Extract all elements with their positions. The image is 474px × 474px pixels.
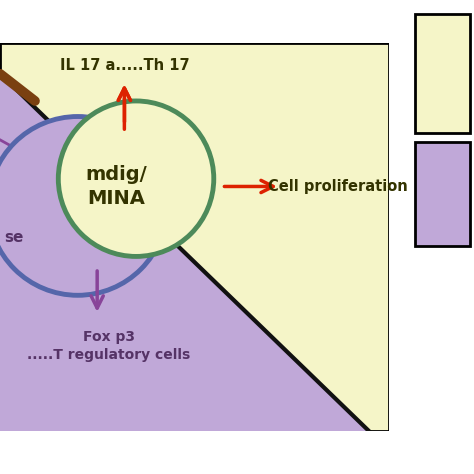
- Text: Cell proliferation: Cell proliferation: [268, 179, 408, 194]
- Polygon shape: [0, 74, 369, 431]
- Text: Fox p3
.....T regulatory cells: Fox p3 .....T regulatory cells: [27, 329, 191, 362]
- Circle shape: [0, 117, 167, 295]
- Bar: [415, 142, 470, 246]
- Text: se: se: [4, 229, 23, 245]
- Circle shape: [58, 101, 214, 256]
- Bar: [415, 14, 470, 133]
- Text: IL 17 a.....Th 17: IL 17 a.....Th 17: [60, 58, 189, 73]
- Text: mdig/
MINA: mdig/ MINA: [86, 165, 147, 208]
